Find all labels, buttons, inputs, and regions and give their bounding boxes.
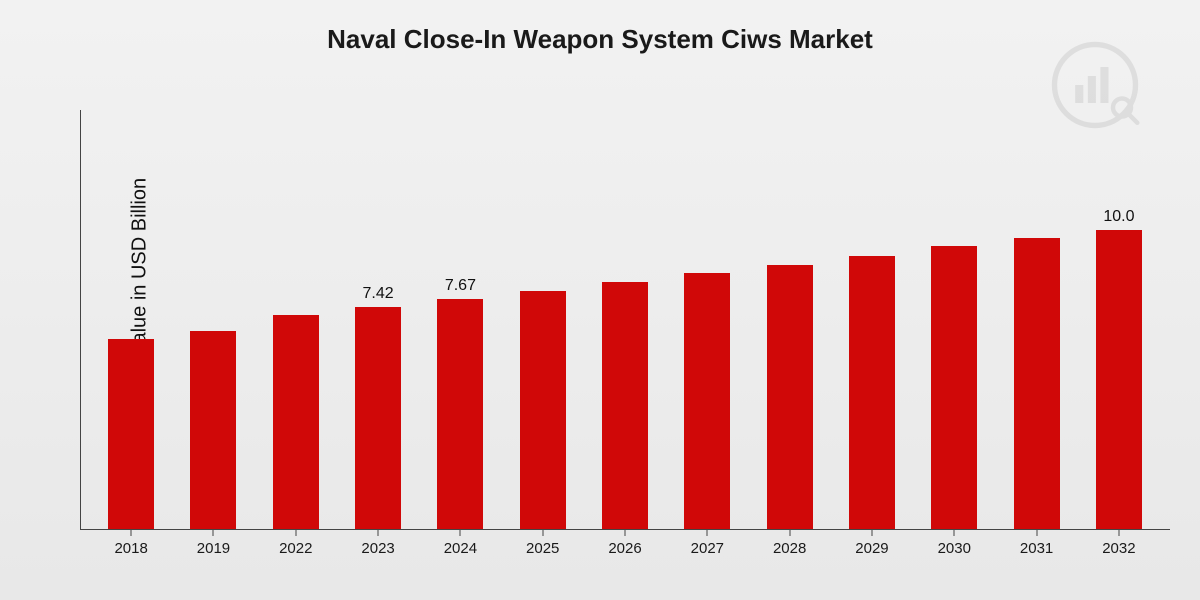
x-ticks-row: 2018 2019 2022 2023 2024 2025 2026 2027 2028 2029… [80, 532, 1170, 558]
x-tick-label: 2027 [691, 540, 724, 557]
bar-slot [666, 110, 748, 529]
x-tick-label: 2032 [1102, 540, 1135, 557]
bar [602, 282, 648, 529]
x-tick-label: 2031 [1020, 540, 1053, 557]
bar-slot: 7.42 [337, 110, 419, 529]
x-tick-label: 2029 [855, 540, 888, 557]
x-tick: 2026 [584, 532, 666, 558]
x-tick-label: 2030 [938, 540, 971, 557]
x-tick-label: 2023 [361, 540, 394, 557]
x-tick: 2025 [502, 532, 584, 558]
x-tick: 2022 [255, 532, 337, 558]
x-tick-mark [460, 530, 461, 536]
x-tick-mark [131, 530, 132, 536]
bar [190, 331, 236, 529]
x-tick-mark [378, 530, 379, 536]
bar-slot: 7.67 [419, 110, 501, 529]
bar-value-label: 7.67 [445, 277, 476, 295]
bar-slot [913, 110, 995, 529]
bar [931, 246, 977, 529]
x-tick: 2029 [831, 532, 913, 558]
x-tick-mark [707, 530, 708, 536]
bar-slot [90, 110, 172, 529]
bar [684, 273, 730, 529]
x-tick-label: 2018 [114, 540, 147, 557]
bar-value-label: 10.0 [1103, 208, 1134, 226]
bar-slot [749, 110, 831, 529]
x-tick: 2030 [913, 532, 995, 558]
bar [273, 315, 319, 529]
bar [767, 265, 813, 529]
x-tick-label: 2026 [608, 540, 641, 557]
x-tick-mark [1118, 530, 1119, 536]
plot-area: 7.42 7.67 10.0 [80, 110, 1170, 530]
bar [1014, 238, 1060, 529]
x-tick-label: 2024 [444, 540, 477, 557]
x-tick: 2028 [749, 532, 831, 558]
x-tick: 2019 [172, 532, 254, 558]
bars-container: 7.42 7.67 10.0 [80, 110, 1170, 529]
bar [849, 256, 895, 529]
bar [1096, 230, 1142, 529]
x-tick-mark [789, 530, 790, 536]
x-tick-mark [1036, 530, 1037, 536]
x-tick: 2031 [995, 532, 1077, 558]
x-tick: 2032 [1078, 532, 1160, 558]
x-tick-mark [871, 530, 872, 536]
bar-slot [172, 110, 254, 529]
x-tick-label: 2019 [197, 540, 230, 557]
bar [108, 339, 154, 529]
bar [355, 307, 401, 529]
bar-slot [502, 110, 584, 529]
bar-slot [995, 110, 1077, 529]
bar-slot [584, 110, 666, 529]
x-tick-mark [295, 530, 296, 536]
bar [520, 291, 566, 529]
bar-slot: 10.0 [1078, 110, 1160, 529]
x-tick-mark [213, 530, 214, 536]
bar-slot [255, 110, 337, 529]
bar [437, 299, 483, 529]
x-tick-mark [625, 530, 626, 536]
chart-title: Naval Close-In Weapon System Ciws Market [0, 24, 1200, 55]
bar-value-label: 7.42 [363, 285, 394, 303]
x-tick: 2024 [419, 532, 501, 558]
x-tick: 2027 [666, 532, 748, 558]
x-tick-mark [542, 530, 543, 536]
x-tick: 2018 [90, 532, 172, 558]
x-tick-mark [954, 530, 955, 536]
x-tick: 2023 [337, 532, 419, 558]
bar-slot [831, 110, 913, 529]
x-tick-label: 2025 [526, 540, 559, 557]
x-tick-label: 2028 [773, 540, 806, 557]
x-tick-label: 2022 [279, 540, 312, 557]
